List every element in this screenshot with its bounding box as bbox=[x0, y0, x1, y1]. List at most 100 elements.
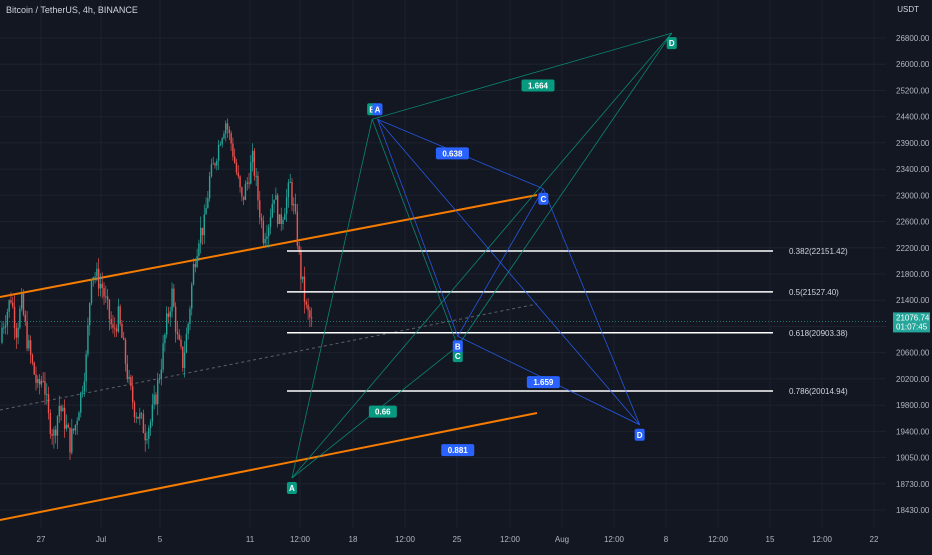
candle-body bbox=[155, 394, 157, 404]
fib-level-label: 0.382(22151.42) bbox=[789, 247, 848, 256]
candle-body bbox=[182, 346, 184, 368]
candle-body bbox=[126, 363, 128, 380]
teal-pattern-leg bbox=[291, 32, 673, 479]
candle-body bbox=[67, 424, 69, 428]
candle-body bbox=[94, 276, 96, 278]
blue-pattern-point-label-bg bbox=[634, 428, 645, 441]
teal-pattern-leg bbox=[371, 119, 459, 347]
candle-body bbox=[244, 184, 247, 200]
candle-body bbox=[101, 283, 103, 288]
candle-body bbox=[158, 378, 161, 380]
grid-layer bbox=[0, 0, 886, 528]
candle-body bbox=[278, 214, 281, 225]
candle-body bbox=[123, 337, 125, 340]
candle-body bbox=[162, 343, 164, 370]
time-tick-label: 12:00 bbox=[604, 535, 625, 544]
candle-body bbox=[307, 304, 309, 311]
candle-body bbox=[62, 407, 64, 412]
candle-body bbox=[235, 162, 238, 173]
candle-body bbox=[6, 311, 9, 326]
teal-pattern-point-label: A bbox=[289, 484, 295, 493]
teal-pattern-ratio-label: 1.664 bbox=[528, 82, 549, 91]
time-tick-label: 12:00 bbox=[812, 535, 833, 544]
candle-body bbox=[266, 236, 268, 239]
candle-body bbox=[294, 204, 297, 212]
price-tick-label: 25200.00 bbox=[896, 86, 930, 95]
candle-body bbox=[287, 182, 290, 198]
candle-body bbox=[142, 414, 145, 433]
candle-body bbox=[248, 182, 250, 184]
time-tick-label: 27 bbox=[37, 535, 46, 544]
candle-body bbox=[28, 340, 30, 349]
channel-lower-line bbox=[0, 412, 538, 521]
candle-body bbox=[205, 208, 207, 215]
candle-body bbox=[80, 392, 82, 413]
candle-body bbox=[4, 325, 7, 328]
candle-body bbox=[302, 276, 304, 280]
candle-body bbox=[173, 288, 175, 307]
candle-body bbox=[38, 379, 41, 385]
candle-body bbox=[56, 416, 59, 436]
price-tick-label: 22200.00 bbox=[896, 244, 930, 253]
candle-body bbox=[291, 182, 293, 206]
price-tick-label: 23000.00 bbox=[896, 191, 930, 200]
time-tick-label: Aug bbox=[555, 535, 569, 544]
fib-level-label: 0.786(20014.94) bbox=[789, 387, 848, 396]
candle-body bbox=[92, 277, 94, 280]
blue-pattern-ratio-label-bg bbox=[435, 147, 469, 160]
price-tick-label: 23900.00 bbox=[896, 139, 930, 148]
candle-body bbox=[89, 303, 91, 326]
candle-body bbox=[264, 238, 266, 244]
candle-body bbox=[140, 413, 143, 415]
candle-body bbox=[47, 394, 50, 414]
candle-body bbox=[239, 176, 241, 188]
time-tick-label: 11 bbox=[246, 535, 255, 544]
candle-body bbox=[201, 227, 204, 236]
candle-body bbox=[276, 195, 279, 225]
candle-body bbox=[76, 420, 78, 426]
candle-body bbox=[214, 163, 216, 166]
candle-body bbox=[289, 182, 291, 184]
price-tick-label: 19800.00 bbox=[896, 401, 930, 410]
candle-body bbox=[275, 195, 277, 200]
candle-body bbox=[250, 162, 252, 184]
teal-pattern-leg bbox=[291, 119, 373, 479]
price-tick-label: 21400.00 bbox=[896, 296, 930, 305]
candle-body bbox=[185, 333, 188, 353]
price-tick-label: 18730.00 bbox=[896, 480, 930, 489]
candle-body bbox=[189, 308, 191, 324]
teal-pattern-point-label-bg bbox=[666, 37, 677, 50]
candle-body bbox=[230, 133, 232, 144]
candle-body bbox=[219, 144, 222, 146]
candle-body bbox=[273, 199, 275, 205]
teal-pattern-point-label: C bbox=[455, 352, 461, 361]
candle-body bbox=[112, 324, 114, 328]
candle-body bbox=[251, 150, 254, 163]
candle-body bbox=[37, 379, 39, 383]
time-tick-label: 12:00 bbox=[708, 535, 729, 544]
candle-body bbox=[246, 182, 248, 185]
candle-body bbox=[241, 187, 243, 197]
candle-body bbox=[305, 301, 307, 305]
candle-body bbox=[135, 416, 137, 418]
candle-body bbox=[78, 412, 80, 421]
candle-body bbox=[269, 217, 272, 227]
blue-pattern-ratio-label: 0.881 bbox=[448, 446, 469, 455]
candle-body bbox=[58, 406, 60, 417]
candle-body bbox=[97, 268, 100, 289]
candle-body bbox=[31, 354, 34, 363]
candle-body bbox=[55, 429, 57, 436]
candle-body bbox=[255, 175, 257, 177]
blue-pattern-point-label: A bbox=[375, 105, 381, 114]
time-tick-label: 22 bbox=[870, 535, 879, 544]
time-axis: 27 Jul 5 11 12:00 18 12:00 25 12:00 Aug 12:00 8 12:0… bbox=[37, 535, 879, 544]
price-tick-label: 26000.00 bbox=[896, 60, 930, 69]
currency-label: USDT bbox=[897, 5, 919, 14]
candle-body bbox=[169, 311, 171, 317]
symbol-title[interactable]: Bitcoin / TetherUS, 4h, BINANCE bbox=[6, 5, 138, 15]
candle-body bbox=[60, 406, 62, 412]
blue-pattern-leg bbox=[377, 119, 640, 426]
candle-body bbox=[53, 429, 55, 436]
